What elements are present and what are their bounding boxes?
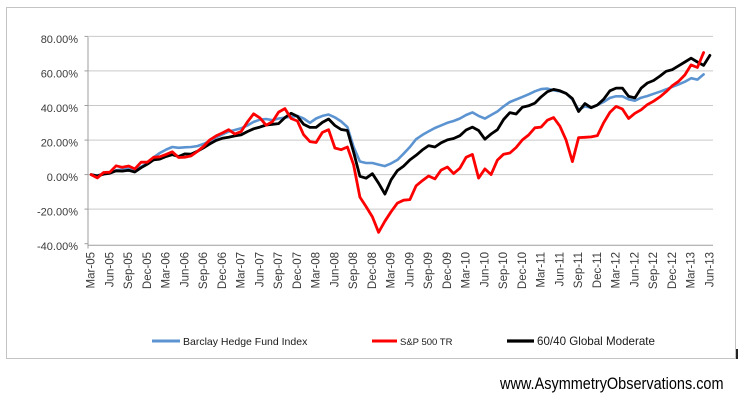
svg-text:Sep-11: Sep-11	[573, 252, 585, 288]
svg-text:Mar-09: Mar-09	[386, 252, 398, 288]
svg-text:Sep-09: Sep-09	[423, 252, 435, 289]
svg-text:Dec-12: Dec-12	[667, 252, 679, 289]
svg-text:Jun-13: Jun-13	[704, 252, 716, 287]
svg-text:Mar-12: Mar-12	[611, 252, 623, 288]
svg-text:Dec-06: Dec-06	[217, 252, 229, 289]
svg-text:S&P 500 TR: S&P 500 TR	[400, 337, 453, 348]
svg-text:80.00%: 80.00%	[41, 34, 79, 46]
svg-text:Sep-10: Sep-10	[498, 252, 510, 289]
svg-text:Jun-05: Jun-05	[104, 252, 116, 287]
svg-text:Mar-11: Mar-11	[536, 252, 548, 288]
svg-text:Dec-08: Dec-08	[367, 252, 379, 289]
svg-text:Mar-10: Mar-10	[461, 252, 473, 288]
svg-text:0.00%: 0.00%	[47, 172, 78, 184]
svg-text:Dec-09: Dec-09	[442, 252, 454, 289]
svg-text:Jun-09: Jun-09	[404, 252, 416, 287]
svg-text:60/40 Global Moderate: 60/40 Global Moderate	[537, 335, 655, 348]
svg-text:Mar-13: Mar-13	[686, 252, 698, 288]
svg-text:Sep-05: Sep-05	[123, 252, 135, 289]
svg-text:-20.00%: -20.00%	[37, 207, 78, 219]
svg-text:Mar-08: Mar-08	[311, 252, 323, 288]
svg-text:Barclay Hedge Fund Index: Barclay Hedge Fund Index	[183, 336, 308, 348]
svg-text:Jun-12: Jun-12	[629, 252, 641, 287]
svg-text:Sep-12: Sep-12	[648, 252, 660, 289]
svg-text:-40.00%: -40.00%	[37, 241, 78, 253]
svg-text:Jun-06: Jun-06	[179, 252, 191, 287]
svg-text:Jun-10: Jun-10	[479, 252, 491, 287]
svg-text:Sep-07: Sep-07	[273, 252, 285, 289]
svg-text:60.00%: 60.00%	[41, 68, 79, 80]
svg-text:Mar-05: Mar-05	[86, 252, 98, 288]
svg-text:Dec-05: Dec-05	[142, 252, 154, 289]
svg-text:Mar-07: Mar-07	[236, 252, 248, 288]
svg-text:Dec-11: Dec-11	[592, 252, 604, 288]
svg-text:Jun-11: Jun-11	[554, 252, 566, 286]
svg-text:Mar-06: Mar-06	[161, 252, 173, 288]
svg-text:Sep-06: Sep-06	[198, 252, 210, 289]
svg-text:40.00%: 40.00%	[41, 103, 79, 115]
svg-text:Sep-08: Sep-08	[348, 252, 360, 289]
svg-text:Jun-08: Jun-08	[329, 252, 341, 287]
svg-text:Dec-07: Dec-07	[292, 252, 304, 289]
svg-text:Dec-10: Dec-10	[517, 252, 529, 289]
svg-text:20.00%: 20.00%	[41, 138, 79, 150]
svg-text:Jun-07: Jun-07	[254, 252, 266, 287]
